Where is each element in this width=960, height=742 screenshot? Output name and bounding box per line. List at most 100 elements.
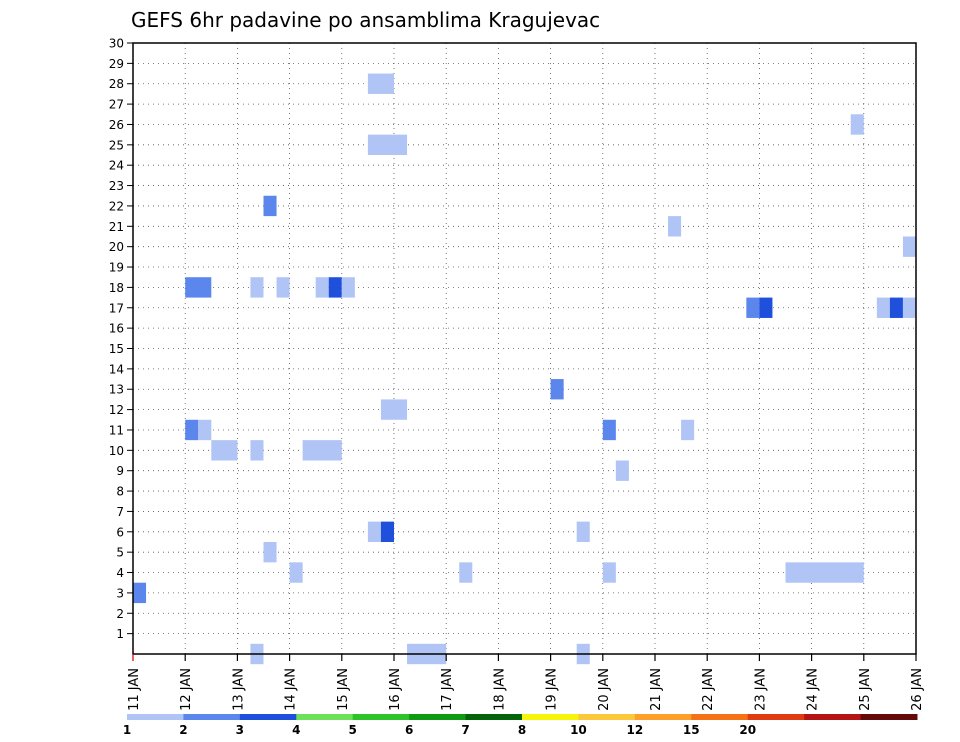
x-tick-label: 26 JAN — [910, 668, 925, 711]
precip-cell — [746, 297, 760, 318]
precip-cell — [550, 379, 564, 400]
y-tick-label: 18 — [109, 281, 124, 295]
colorbar-segment — [239, 714, 297, 720]
colorbar-segment — [691, 714, 749, 720]
precip-cell — [185, 277, 212, 298]
y-tick-label: 29 — [109, 57, 124, 71]
colorbar-label: 12 — [627, 723, 644, 737]
precip-cell — [367, 73, 394, 94]
colorbar-segment — [522, 714, 579, 720]
precip-cell — [668, 216, 682, 237]
precip-cell — [315, 277, 329, 298]
precip-cell — [576, 521, 590, 542]
colorbar-segment — [804, 714, 862, 720]
precip-cell — [681, 419, 695, 441]
precip-cell — [602, 562, 616, 583]
colorbar-segment — [465, 714, 523, 720]
y-tick-label: 11 — [109, 423, 124, 437]
y-tick-label: 9 — [116, 464, 124, 478]
x-tick-label: 18 JAN — [492, 668, 507, 711]
data-cells — [133, 73, 916, 665]
y-tick-label: 1 — [116, 627, 124, 641]
colorbar-label: 15 — [683, 723, 700, 737]
precip-cell — [302, 440, 342, 461]
precip-cell — [341, 277, 355, 298]
precip-cell — [133, 582, 147, 604]
colorbar-segment — [183, 714, 241, 720]
precip-cell — [380, 399, 408, 420]
colorbar-label: 2 — [179, 723, 187, 737]
x-tick-label: 21 JAN — [649, 668, 664, 711]
x-tick-label: 22 JAN — [701, 668, 716, 711]
y-tick-label: 21 — [109, 220, 124, 234]
colorbar: 1 2 3 4 5 6 7 8 10 12 15 20 — [123, 714, 918, 737]
precip-cell — [276, 277, 290, 298]
y-tick-label: 23 — [109, 179, 124, 193]
colorbar-label: 8 — [518, 723, 526, 737]
y-tick-label: 28 — [109, 77, 124, 91]
precip-cell — [902, 297, 916, 318]
colorbar-label: 5 — [349, 723, 357, 737]
precip-cell — [380, 521, 394, 542]
colorbar-segment — [352, 714, 410, 720]
colorbar-segment — [409, 714, 467, 720]
y-tick-label: 17 — [109, 301, 124, 315]
y-tick-label: 24 — [109, 159, 124, 173]
x-tick-label: 23 JAN — [753, 668, 768, 711]
precip-cell — [459, 562, 473, 583]
colorbar-label: 10 — [570, 723, 587, 737]
precip-cell — [785, 562, 864, 583]
precip-cell — [263, 195, 277, 217]
x-tick-label: 12 JAN — [179, 668, 194, 711]
x-tick-label: 11 JAN — [127, 668, 142, 711]
y-tick-label: 25 — [109, 138, 124, 152]
y-tick-label: 8 — [116, 485, 124, 499]
y-tick-label: 10 — [109, 444, 124, 458]
y-tick-label: 6 — [116, 525, 124, 539]
colorbar-segment — [127, 714, 184, 720]
y-axis-ticks: 1234567891011121314151617181920212223242… — [109, 37, 133, 641]
precip-cell — [367, 134, 408, 156]
x-tick-label: 16 JAN — [388, 668, 403, 711]
x-tick-label: 25 JAN — [858, 668, 873, 711]
y-tick-label: 16 — [109, 322, 124, 336]
precip-cell — [289, 562, 303, 583]
precip-cell — [198, 419, 212, 441]
colorbar-label: 7 — [461, 723, 469, 737]
x-tick-label: 17 JAN — [440, 668, 455, 711]
precip-cell — [367, 521, 381, 542]
colorbar-segment — [296, 714, 354, 720]
y-tick-label: 12 — [109, 403, 124, 417]
colorbar-label: 3 — [236, 723, 244, 737]
grid-lines — [133, 42, 916, 654]
y-tick-label: 2 — [116, 607, 124, 621]
y-tick-label: 7 — [116, 505, 124, 519]
colorbar-label: 20 — [739, 723, 756, 737]
precip-cell — [876, 297, 890, 318]
y-tick-label: 30 — [109, 37, 124, 51]
x-tick-label: 24 JAN — [806, 668, 821, 711]
colorbar-label: 4 — [292, 723, 300, 737]
colorbar-segment — [860, 714, 918, 720]
precip-cell — [602, 419, 616, 441]
precip-cell — [615, 460, 629, 481]
colorbar-segment — [578, 714, 636, 720]
precip-cell — [328, 277, 342, 298]
y-tick-label: 27 — [109, 98, 124, 112]
x-tick-label: 13 JAN — [231, 668, 246, 711]
precip-cell — [250, 440, 264, 461]
x-tick-label: 14 JAN — [284, 668, 299, 711]
precip-cell — [185, 419, 199, 441]
precip-cell — [211, 440, 238, 461]
y-tick-label: 15 — [109, 342, 124, 356]
y-tick-label: 22 — [109, 199, 124, 213]
colorbar-label: 6 — [405, 723, 413, 737]
chart-title: GEFS 6hr padavine po ansamblima Kragujev… — [131, 8, 600, 32]
y-tick-label: 19 — [109, 261, 124, 275]
precip-cell — [850, 114, 864, 135]
colorbar-label: 1 — [123, 723, 131, 737]
x-tick-label: 15 JAN — [336, 668, 351, 711]
precip-cell — [889, 297, 903, 318]
colorbar-segment — [634, 714, 692, 720]
